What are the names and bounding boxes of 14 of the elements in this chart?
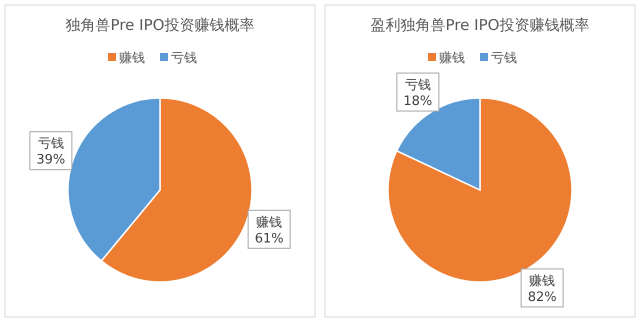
legend-label: 赚钱 [119,51,145,66]
data-label: 61% [254,231,284,246]
slice-label: 亏钱 [404,78,431,94]
data-label: 18% [403,94,432,110]
legend-label: 赚钱 [439,51,465,66]
legend-label: 亏钱 [171,51,197,66]
slice-label: 赚钱 [256,215,282,230]
slice-label: 赚钱 [529,274,556,289]
slice-label: 亏钱 [38,136,64,152]
chart-title: 盈利独角兽Pre IPO投资赚钱概率 [370,16,590,34]
legend-label: 亏钱 [491,51,517,66]
data-label: 39% [36,152,66,168]
chart-title: 独角兽Pre IPO投资赚钱概率 [66,16,254,34]
data-label: 82% [528,290,557,305]
